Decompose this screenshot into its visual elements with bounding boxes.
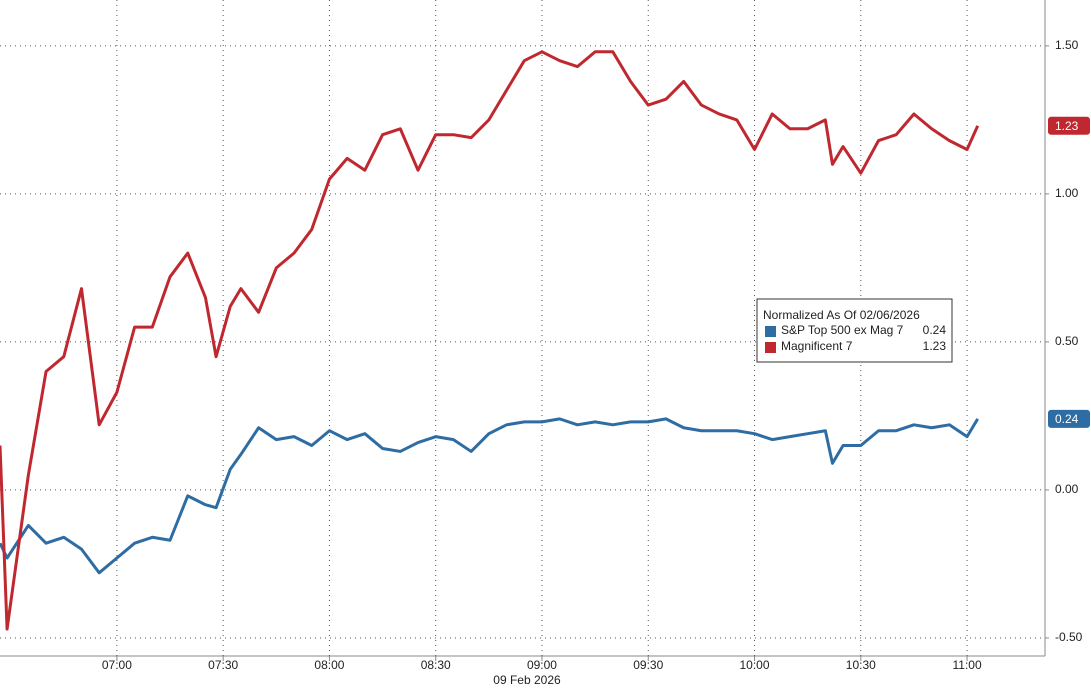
x-tick-label: 10:30 bbox=[846, 658, 876, 672]
x-tick-label: 09:30 bbox=[633, 658, 663, 672]
x-tick-label: 08:30 bbox=[421, 658, 451, 672]
last-value-label: 0.24 bbox=[1055, 412, 1079, 426]
x-axis-label: 09 Feb 2026 bbox=[493, 673, 561, 687]
y-tick-label: 1.00 bbox=[1055, 186, 1079, 200]
legend-label: S&P Top 500 ex Mag 7 bbox=[781, 323, 904, 337]
x-tick-label: 10:00 bbox=[740, 658, 770, 672]
x-tick-label: 08:00 bbox=[314, 658, 344, 672]
series-line bbox=[0, 417, 979, 575]
legend-title: Normalized As Of 02/06/2026 bbox=[763, 308, 920, 322]
x-tick-label: 09:00 bbox=[527, 658, 557, 672]
last-value-tag bbox=[1048, 116, 1090, 135]
legend-box bbox=[756, 298, 953, 363]
y-tick-label: 0.00 bbox=[1055, 482, 1079, 496]
legend: Normalized As Of 02/06/2026 S&P Top 500 … bbox=[756, 298, 953, 363]
legend-swatch bbox=[765, 326, 776, 337]
legend-swatch bbox=[765, 342, 776, 353]
last-value-tag bbox=[1048, 409, 1090, 428]
plot-area bbox=[0, 0, 1045, 656]
legend-value: 1.23 bbox=[923, 339, 947, 353]
x-tick-label: 07:00 bbox=[102, 658, 132, 672]
last-value-label: 1.23 bbox=[1055, 119, 1079, 133]
x-tick-label: 11:00 bbox=[952, 658, 981, 672]
x-tick-label: 07:30 bbox=[208, 658, 238, 672]
legend-value: 0.24 bbox=[923, 323, 947, 337]
legend-label: Magnificent 7 bbox=[781, 339, 853, 353]
y-tick-label: 1.50 bbox=[1055, 38, 1079, 52]
y-tick-label: 0.50 bbox=[1055, 334, 1079, 348]
series-line bbox=[0, 50, 980, 631]
y-tick-label: -0.50 bbox=[1055, 630, 1083, 644]
